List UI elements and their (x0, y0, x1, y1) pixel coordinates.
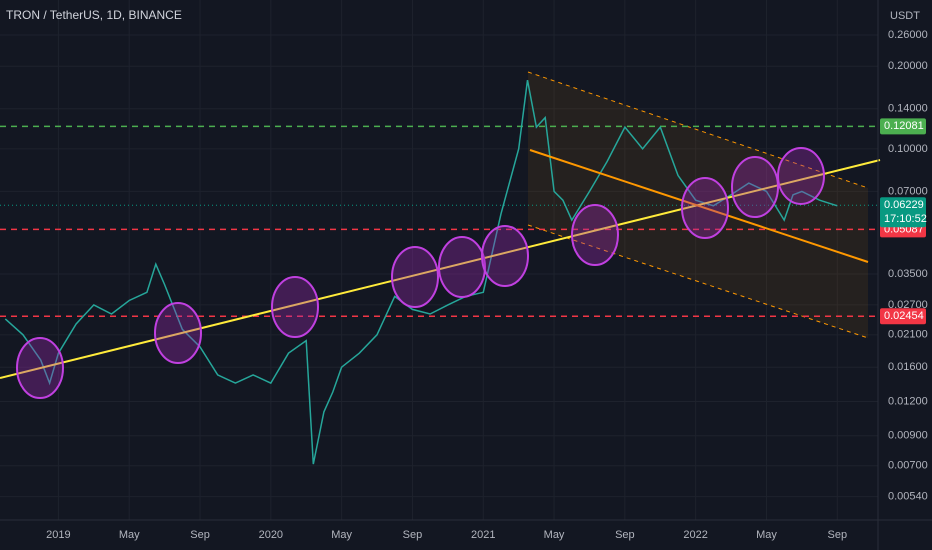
axis-labels: 0.26000 0.20000 0.14000 0.10000 0.07000 0.035… (46, 29, 928, 541)
last-price-box (880, 197, 926, 228)
y-tick-label: 0.20000 (888, 60, 928, 72)
y-tick-label: 0.00900 (888, 430, 928, 442)
y-tick-label: 0.01200 (888, 395, 928, 407)
y-tick-label: 0.00700 (888, 460, 928, 472)
x-tick-label: 2022 (683, 529, 707, 541)
y-unit: USDT (890, 10, 920, 22)
x-tick-label: Sep (403, 529, 423, 541)
y-tick-label: 0.02100 (888, 329, 928, 341)
level-box (880, 118, 926, 135)
channel-midline (529, 149, 869, 263)
y-tick-label: 0.00540 (888, 491, 928, 503)
last-price-label: 0.06229 (884, 199, 924, 211)
chart-title: TRON / TetherUS, 1D, BINANCE (6, 8, 182, 22)
circle (571, 204, 619, 266)
x-tick-label: Sep (827, 529, 847, 541)
price-line (4, 79, 838, 465)
y-tick-label: 0.07000 (888, 185, 928, 197)
highlight-circles (16, 147, 825, 399)
circle (481, 225, 529, 287)
circle (438, 236, 486, 298)
x-tick-label: Sep (615, 529, 635, 541)
x-tick-label: 2019 (46, 529, 70, 541)
circle (154, 302, 202, 364)
y-tick-label: 0.14000 (888, 103, 928, 115)
circle (16, 337, 64, 399)
circle (681, 177, 729, 239)
y-tick-label: 0.03500 (888, 268, 928, 280)
y-tick-label: 0.01600 (888, 361, 928, 373)
level-box (880, 308, 926, 325)
level-label: 0.12081 (884, 120, 924, 132)
x-tick-label: May (119, 529, 140, 541)
series (4, 79, 838, 465)
channel-top (527, 71, 869, 189)
circle (777, 147, 825, 205)
y-tick-label: 0.10000 (888, 143, 928, 155)
x-tick-label: Sep (190, 529, 210, 541)
x-tick-label: 2020 (259, 529, 283, 541)
level-label: 0.02454 (884, 310, 924, 322)
levels (0, 125, 878, 318)
x-tick-label: May (544, 529, 565, 541)
x-tick-label: May (331, 529, 352, 541)
countdown: 17:10:52 (884, 213, 927, 225)
channel-bottom (527, 224, 869, 339)
circle (391, 246, 439, 308)
grid (0, 0, 878, 520)
x-tick-label: May (756, 529, 777, 541)
circle (271, 276, 319, 338)
y-tick-label: 0.26000 (888, 29, 928, 41)
x-tick-label: 2021 (471, 529, 495, 541)
y-tick-label: 0.02700 (888, 299, 928, 311)
circle (731, 156, 779, 218)
